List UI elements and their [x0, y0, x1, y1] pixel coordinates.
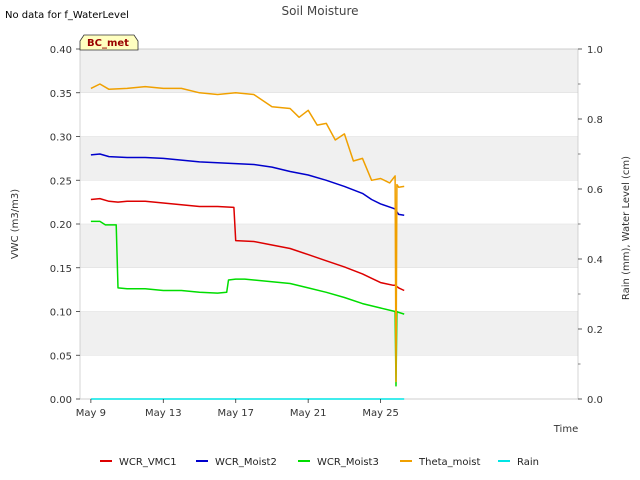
series-line-wcr-moist2	[90, 153, 405, 217]
y-axis-left-ticks: 0.00 0.05 0.10 0.15 0.20 0.25 0.30 0.35 0.40	[50, 45, 80, 406]
x-axis-ticks: May 9 May 13 May 17 May 21 May 25	[76, 399, 399, 419]
y-right-tick-label: 0.2	[587, 325, 603, 336]
background-band	[80, 355, 578, 399]
background-band	[80, 311, 578, 356]
y-axis-right-title: Rain (mm), Water Level (cm)	[621, 156, 632, 300]
y-axis-left-title: VWC (m3/m3)	[10, 189, 21, 259]
background-bands	[80, 49, 578, 399]
background-band	[80, 49, 578, 93]
legend-label: WCR_Moist2	[215, 457, 277, 468]
x-tick-label: May 25	[362, 408, 399, 419]
y-left-tick-label: 0.25	[50, 176, 72, 187]
legend-label: Rain	[517, 457, 539, 468]
y-left-tick-label: 0.35	[50, 89, 72, 100]
y-left-tick-label: 0.15	[50, 264, 72, 275]
badge-label: BC_met	[87, 38, 129, 49]
x-axis-title: Time	[553, 424, 578, 435]
legend-label: WCR_Moist3	[317, 457, 379, 468]
x-tick-label: May 9	[76, 408, 106, 419]
y-left-tick-label: 0.05	[50, 351, 72, 362]
y-right-tick-label: 0.0	[587, 395, 603, 406]
y-left-tick-label: 0.30	[50, 133, 72, 144]
background-band	[80, 267, 578, 312]
x-tick-label: May 13	[145, 408, 182, 419]
y-axis-right-ticks: 0.0 0.2 0.4 0.6 0.8 1.0	[578, 45, 603, 406]
y-right-tick-label: 0.6	[587, 185, 603, 196]
legend-label: Theta_moist	[418, 457, 480, 468]
background-band	[80, 180, 578, 224]
x-tick-label: May 21	[290, 408, 327, 419]
legend-label: WCR_VMC1	[119, 457, 177, 468]
y-left-tick-label: 0.10	[50, 308, 72, 319]
background-band	[80, 224, 578, 268]
y-left-tick-label: 0.40	[50, 45, 72, 56]
chart-title: Soil Moisture	[281, 4, 358, 18]
x-tick-label: May 17	[217, 408, 254, 419]
y-right-tick-label: 0.8	[587, 115, 603, 126]
series-line-wcr-moist3	[90, 220, 405, 387]
y-right-tick-label: 0.4	[587, 255, 603, 266]
series-line-theta-moist	[90, 83, 405, 383]
station-badge: BC_met	[79, 34, 139, 51]
no-data-message: No data for f_WaterLevel	[5, 10, 129, 21]
badge-shape	[79, 34, 139, 51]
y-left-tick-label: 0.20	[50, 220, 72, 231]
legend: WCR_VMC1 WCR_Moist2 WCR_Moist3 Theta_moist R…	[100, 457, 539, 468]
series-lines	[90, 83, 405, 400]
y-left-tick-label: 0.00	[50, 395, 72, 406]
series-line-wcr-vmc1	[90, 197, 405, 292]
y-right-tick-label: 1.0	[587, 45, 603, 56]
